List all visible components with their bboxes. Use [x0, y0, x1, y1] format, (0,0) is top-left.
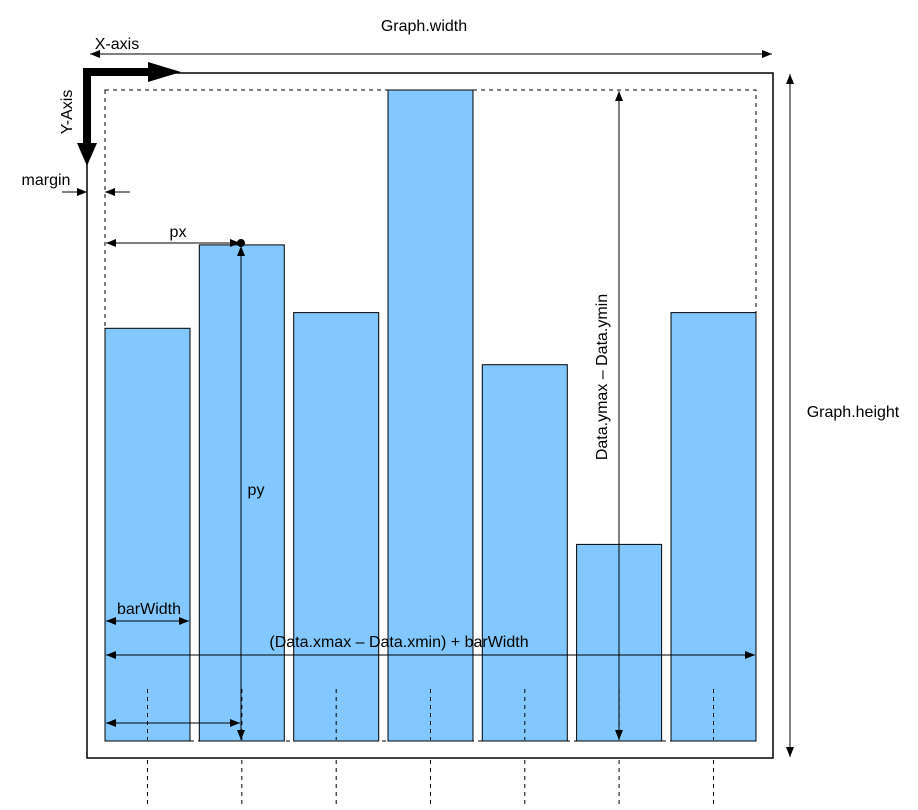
data-point [237, 239, 245, 247]
graph-width-label: Graph.width [381, 18, 467, 35]
y-span-label: Data.ymax – Data.ymin [594, 294, 611, 460]
x-axis-label: X-axis [95, 36, 139, 53]
bar-4 [387, 89, 474, 742]
bar-5 [481, 364, 568, 742]
y-axis-arrowhead [77, 143, 97, 166]
y-axis-label: Y-Axis [59, 90, 76, 135]
x-span-label: (Data.xmax – Data.xmin) + barWidth [269, 634, 528, 651]
bar-3 [293, 312, 380, 742]
bar-1 [104, 327, 191, 742]
graph-height-label: Graph.height [807, 404, 900, 421]
margin-label: margin [22, 172, 71, 189]
bar-7 [670, 312, 757, 742]
bar-2 [198, 244, 285, 742]
bars [104, 89, 757, 742]
axes-origin [83, 68, 150, 145]
x-axis-arrowhead [148, 62, 181, 82]
py-label: py [248, 482, 265, 499]
graph-frame [86, 72, 774, 759]
px-label: px [170, 224, 187, 241]
bar-width-label: barWidth [117, 601, 181, 618]
